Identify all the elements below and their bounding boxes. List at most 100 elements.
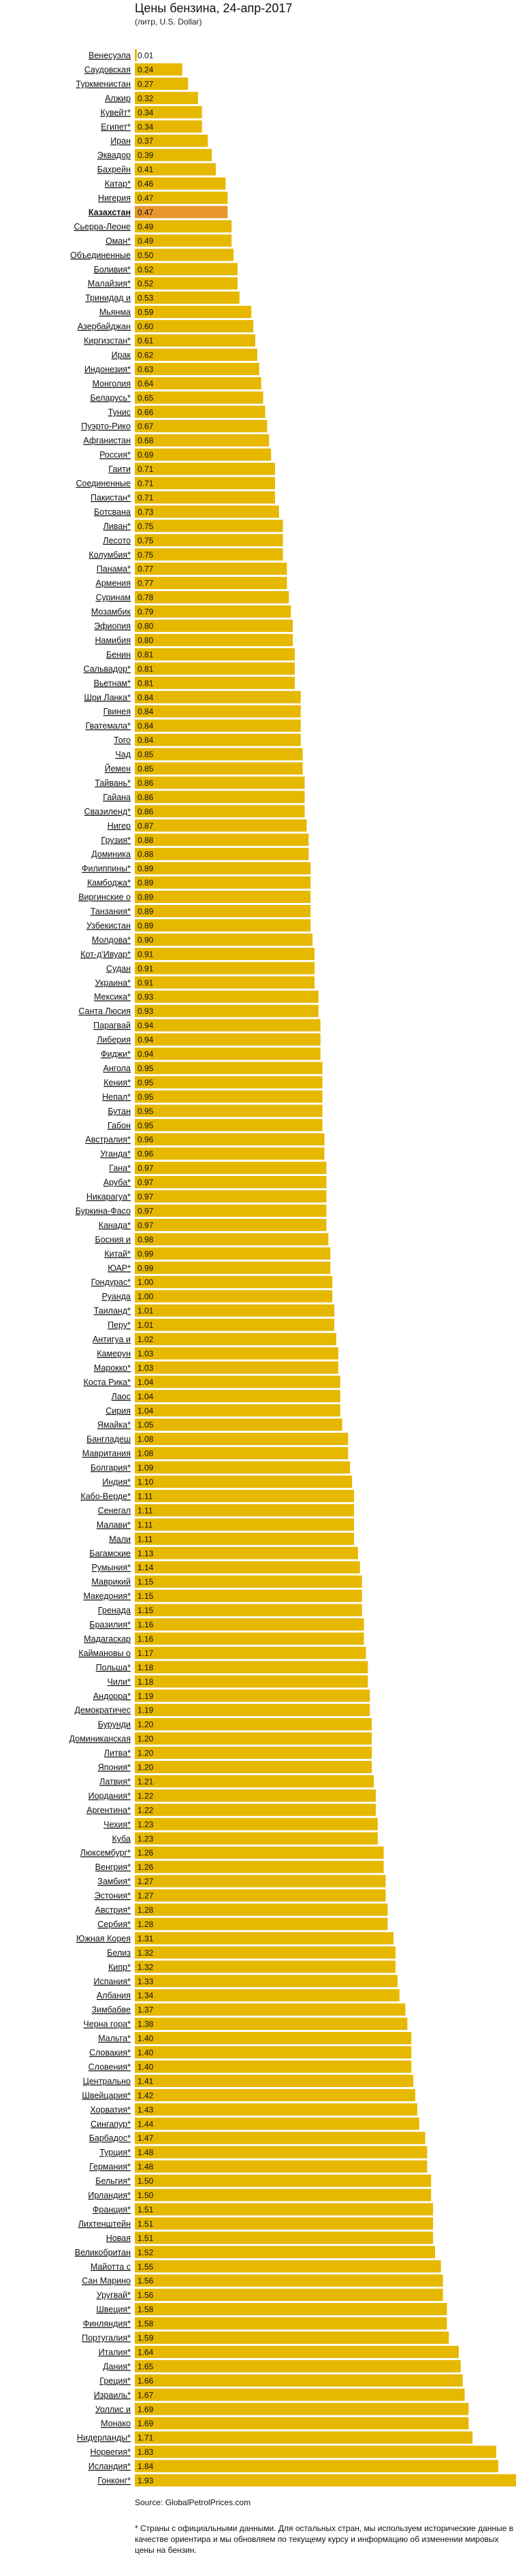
category-label-148[interactable]: Германия* <box>89 2162 131 2172</box>
category-label-24[interactable]: Беларусь* <box>90 393 131 402</box>
category-label-121[interactable]: Латвия* <box>99 1777 131 1786</box>
category-label-170[interactable]: Гонконг* <box>97 2476 131 2485</box>
category-label-2[interactable]: Туркменистан <box>76 79 131 89</box>
category-label-56[interactable]: Доминика <box>91 850 131 859</box>
category-label-69[interactable]: Либерия <box>97 1035 131 1045</box>
category-label-125[interactable]: Куба <box>112 1834 131 1843</box>
category-label-154[interactable]: Великобритан <box>75 2248 131 2257</box>
category-label-113[interactable]: Польша* <box>96 1663 131 1672</box>
category-label-142[interactable]: Центрально <box>83 2076 131 2086</box>
category-label-50[interactable]: Йемен <box>105 763 131 774</box>
category-label-150[interactable]: Ирландия* <box>88 2191 131 2200</box>
category-label-107[interactable]: Маврикий <box>91 1577 131 1587</box>
category-label-68[interactable]: Парагвай <box>93 1021 131 1030</box>
category-label-1[interactable]: Саудовская <box>84 65 131 74</box>
category-label-90[interactable]: Антигуа и <box>93 1335 131 1344</box>
category-label-73[interactable]: Непал* <box>102 1092 131 1102</box>
category-label-67[interactable]: Санта Люсия <box>78 1006 131 1016</box>
category-label-81[interactable]: Буркина-Фасо <box>76 1206 131 1215</box>
category-label-159[interactable]: Финляндия* <box>83 2319 131 2329</box>
category-label-83[interactable]: Босния и <box>95 1235 131 1244</box>
category-label-29[interactable]: Гаити <box>108 464 131 474</box>
category-label-106[interactable]: Румыния* <box>91 1563 131 1572</box>
category-label-116[interactable]: Демократичес <box>75 1706 131 1715</box>
category-label-15[interactable]: Боливия* <box>94 265 131 274</box>
category-label-35[interactable]: Колумбия* <box>88 550 131 560</box>
category-label-169[interactable]: Исландия* <box>88 2462 131 2471</box>
category-label-78[interactable]: Гана* <box>109 1164 131 1173</box>
category-label-115[interactable]: Андорра* <box>93 1691 131 1701</box>
category-label-99[interactable]: Болгария* <box>91 1463 131 1473</box>
category-label-39[interactable]: Мозамбик <box>91 607 131 617</box>
category-label-34[interactable]: Лесото <box>103 536 131 545</box>
category-label-156[interactable]: Сан Марино <box>82 2276 131 2286</box>
category-label-128[interactable]: Замбия* <box>97 1877 131 1886</box>
category-label-93[interactable]: Коста Рика* <box>84 1378 131 1387</box>
category-label-18[interactable]: Мьянма <box>99 308 131 317</box>
category-label-161[interactable]: Италия* <box>99 2347 131 2357</box>
category-label-103[interactable]: Малави* <box>97 1520 131 1529</box>
category-label-61[interactable]: Узбекистан <box>86 921 131 930</box>
category-label-111[interactable]: Мадагаскар <box>84 1634 131 1644</box>
category-label-10[interactable]: Нигерия <box>98 193 131 203</box>
category-label-102[interactable]: Сенегал <box>98 1506 131 1515</box>
category-label-44[interactable]: Вьетнам* <box>94 678 131 688</box>
category-label-89[interactable]: Перу* <box>108 1320 131 1330</box>
category-label-66[interactable]: Мексика* <box>94 992 131 1002</box>
category-label-104[interactable]: Мали <box>109 1534 131 1544</box>
category-label-153[interactable]: Новая <box>106 2233 131 2243</box>
category-label-98[interactable]: Мавритания <box>82 1449 131 1459</box>
category-label-71[interactable]: Ангола <box>103 1064 131 1073</box>
category-label-123[interactable]: Аргентина* <box>86 1805 131 1815</box>
category-label-129[interactable]: Эстония* <box>95 1891 131 1901</box>
category-label-3[interactable]: Алжир <box>105 93 131 103</box>
category-label-164[interactable]: Израиль* <box>94 2390 131 2400</box>
category-label-112[interactable]: Каймановы о <box>78 1649 131 1658</box>
category-label-45[interactable]: Шри Ланка* <box>84 693 131 702</box>
category-label-158[interactable]: Швеция* <box>96 2305 131 2315</box>
category-label-94[interactable]: Лаос <box>112 1392 131 1401</box>
category-label-134[interactable]: Кипр* <box>108 1962 131 1972</box>
category-label-8[interactable]: Бахрейн <box>97 165 131 174</box>
category-label-124[interactable]: Чехия* <box>103 1819 131 1829</box>
category-label-145[interactable]: Сингапур* <box>91 2119 131 2129</box>
category-label-88[interactable]: Таиланд* <box>94 1306 131 1316</box>
category-label-48[interactable]: Того <box>114 735 131 745</box>
category-label-97[interactable]: Бангладеш <box>86 1435 131 1444</box>
category-label-155[interactable]: Майотта с <box>91 2262 131 2272</box>
category-label-143[interactable]: Швейцария* <box>82 2090 131 2100</box>
category-label-135[interactable]: Испания* <box>94 1977 131 1986</box>
category-label-52[interactable]: Гайана <box>103 793 131 802</box>
category-label-26[interactable]: Пуэрто-Рико <box>81 422 131 431</box>
category-label-100[interactable]: Индия* <box>102 1478 131 1487</box>
category-label-163[interactable]: Греция* <box>99 2376 131 2385</box>
category-label-132[interactable]: Южная Корея <box>76 1934 131 1943</box>
category-label-85[interactable]: ЮАР* <box>108 1263 131 1273</box>
category-label-9[interactable]: Катар* <box>105 179 131 189</box>
category-label-95[interactable]: Сирия <box>106 1406 131 1416</box>
category-label-118[interactable]: Доминиканская <box>69 1734 131 1744</box>
category-label-11[interactable]: Казахстан <box>88 208 131 217</box>
category-label-151[interactable]: Франция* <box>93 2205 131 2214</box>
category-label-120[interactable]: Япония* <box>98 1763 131 1772</box>
category-label-7[interactable]: Эквадор <box>97 150 131 160</box>
category-label-165[interactable]: Уоллис и <box>95 2404 131 2414</box>
category-label-138[interactable]: Черна гора* <box>83 2020 131 2029</box>
category-label-37[interactable]: Армения <box>96 579 131 588</box>
category-label-84[interactable]: Китай* <box>104 1249 131 1258</box>
category-label-167[interactable]: Нидерланды* <box>77 2433 131 2443</box>
category-label-19[interactable]: Азербайджан <box>78 322 131 332</box>
category-label-92[interactable]: Мароккo* <box>94 1363 131 1373</box>
category-label-25[interactable]: Тунис <box>108 407 131 417</box>
category-label-46[interactable]: Гвинея <box>103 707 131 716</box>
category-label-109[interactable]: Гренада <box>98 1606 131 1615</box>
category-label-22[interactable]: Индонезия* <box>84 364 131 374</box>
category-label-60[interactable]: Танзания* <box>91 907 131 917</box>
category-label-96[interactable]: Ямайка* <box>97 1420 131 1430</box>
category-label-160[interactable]: Португалия* <box>82 2334 131 2343</box>
category-label-41[interactable]: Намибия <box>95 635 131 645</box>
category-label-36[interactable]: Панама* <box>97 565 131 574</box>
category-label-16[interactable]: Малайзия* <box>88 279 131 289</box>
category-label-119[interactable]: Литва* <box>104 1749 131 1758</box>
category-label-53[interactable]: Свазиленд* <box>84 807 131 816</box>
